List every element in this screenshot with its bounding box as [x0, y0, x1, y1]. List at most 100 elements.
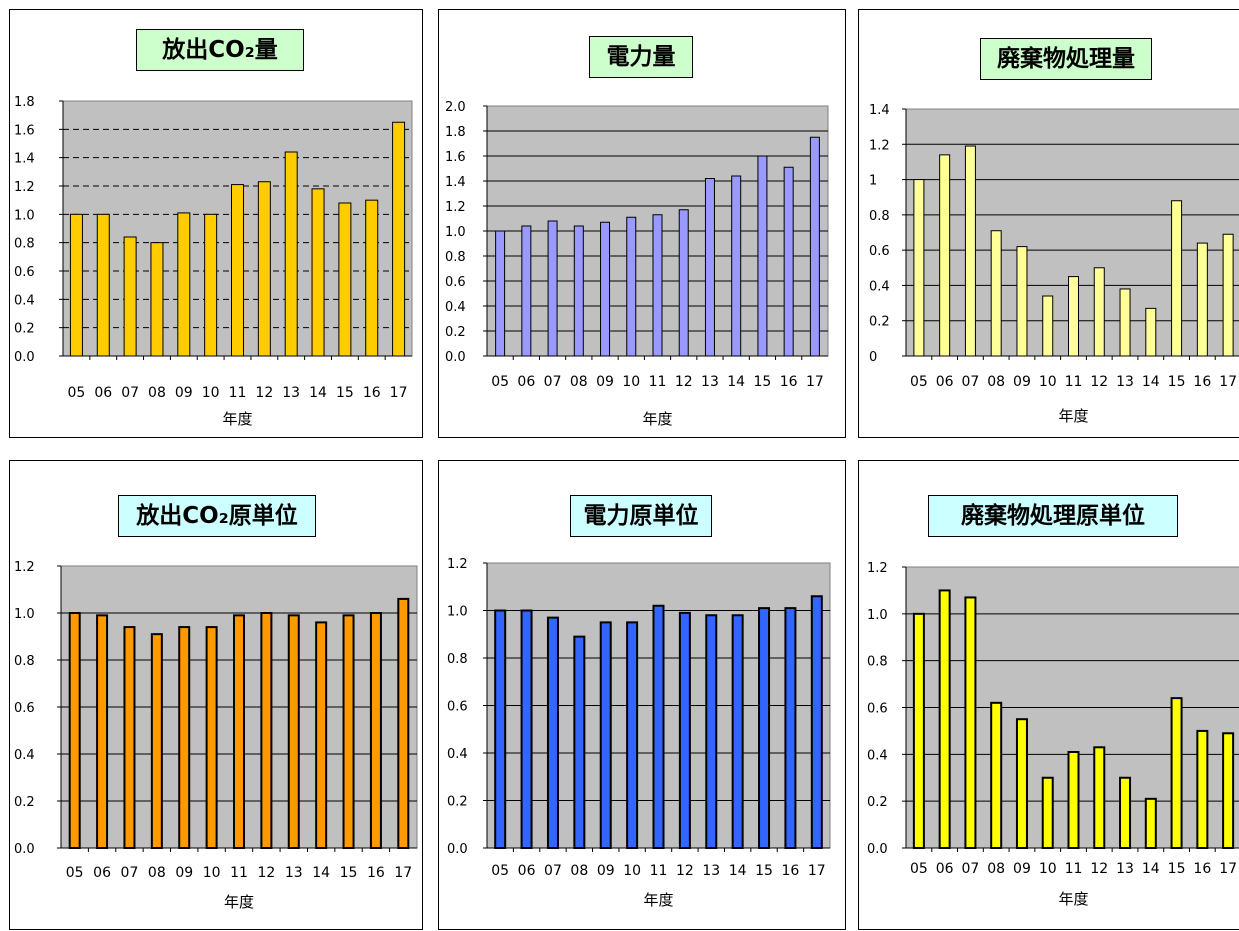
bar — [205, 626, 218, 849]
chart-panel-waste: 廃棄物処理量 0 0.2 0.4 0.6 0.8 1 1.2 1.4 05 06 07 08 09 10 1… — [858, 9, 1239, 438]
bar — [1068, 276, 1079, 357]
y-tick-label: 0.0 — [447, 842, 468, 857]
y-tick-label: 0.6 — [14, 265, 35, 280]
x-tick-label: 14 — [1142, 861, 1160, 877]
y-tick-label: 0.0 — [445, 350, 466, 365]
x-tick-label: 14 — [729, 863, 747, 879]
x-tick-label: 12 — [1090, 861, 1108, 877]
x-tick-label: 17 — [394, 865, 412, 881]
bar — [177, 212, 191, 357]
x-tick-label: 13 — [282, 385, 300, 401]
y-tick-label: 1.8 — [445, 125, 466, 140]
bar — [547, 220, 558, 357]
bar-chart-co2-emissions: 0.0 0.2 0.4 0.6 0.8 1.0 1.2 1.4 1.6 1.8 05 06 07 08 09… — [14, 95, 413, 428]
x-tick-label: 05 — [491, 863, 509, 879]
chart-title: 廃棄物処理量 — [980, 38, 1152, 80]
y-tick-label: 0.6 — [869, 244, 890, 259]
chart-title: 放出CO₂原単位 — [118, 495, 316, 537]
x-tick-label: 09 — [597, 863, 615, 879]
bar — [731, 614, 744, 849]
y-tick-label: 1 — [869, 174, 877, 189]
bar — [573, 225, 584, 357]
x-tick-label: 10 — [203, 865, 221, 881]
x-tick-label: 06 — [94, 385, 112, 401]
y-tick-label: 0.4 — [445, 300, 466, 315]
x-tick-label: 09 — [596, 374, 614, 390]
bar — [231, 184, 244, 357]
bar — [69, 213, 83, 357]
bar — [495, 230, 506, 357]
x-tick-label: 15 — [1168, 374, 1186, 390]
x-tick-label: 11 — [230, 865, 248, 881]
bar — [1144, 797, 1157, 850]
x-tick-label: 08 — [148, 865, 166, 881]
bar — [1145, 307, 1157, 357]
x-tick-label: 13 — [285, 865, 303, 881]
bar-chart-electricity-intensity: 0.0 0.2 0.4 0.6 0.8 1.0 1.2 05 06 07 08 09 10 11 12 13 1… — [447, 557, 831, 909]
x-tick-label: 10 — [622, 374, 640, 390]
x-tick-label: 10 — [623, 863, 641, 879]
y-tick-label: 1.0 — [867, 608, 888, 623]
bar — [369, 612, 382, 849]
bar — [758, 607, 771, 849]
y-tick-label: 0.0 — [867, 842, 888, 857]
bar — [257, 181, 271, 357]
y-tick-label: 0.4 — [447, 747, 468, 762]
y-tick-label: 1.2 — [445, 200, 466, 215]
bar — [783, 166, 794, 357]
y-tick-label: 0.2 — [445, 325, 466, 340]
y-tick-label: 0 — [869, 350, 877, 365]
bar — [397, 597, 410, 849]
x-axis-label: 年度 — [1058, 407, 1088, 425]
bar — [600, 221, 611, 357]
bar — [599, 621, 612, 849]
y-tick-label: 1.4 — [869, 103, 890, 118]
x-axis-label: 年度 — [1058, 890, 1088, 908]
x-tick-label: 11 — [650, 863, 668, 879]
x-tick-label: 13 — [702, 863, 720, 879]
x-tick-label: 14 — [312, 865, 330, 881]
x-axis-label: 年度 — [643, 891, 673, 909]
x-tick-label: 15 — [754, 374, 772, 390]
x-tick-label: 10 — [1039, 374, 1057, 390]
x-tick-label: 07 — [121, 385, 139, 401]
x-tick-label: 06 — [518, 863, 536, 879]
x-tick-label: 07 — [544, 374, 562, 390]
bar — [964, 145, 976, 357]
x-tick-label: 16 — [1193, 374, 1211, 390]
bar — [233, 614, 245, 849]
bar — [784, 607, 797, 849]
bar — [757, 155, 768, 357]
bar — [731, 175, 742, 357]
y-tick-label: 0.8 — [14, 654, 35, 669]
y-tick-label: 0.8 — [869, 209, 890, 224]
x-tick-label: 09 — [1013, 374, 1031, 390]
bar — [678, 209, 689, 357]
y-tick-label: 2.0 — [445, 100, 466, 115]
x-tick-label: 08 — [987, 861, 1005, 877]
bar — [123, 626, 136, 849]
bar — [573, 635, 586, 849]
x-tick-label: 16 — [367, 865, 385, 881]
chart-title: 電力量 — [589, 36, 693, 78]
bar — [1119, 776, 1132, 849]
x-tick-label: 16 — [782, 863, 800, 879]
y-tick-label: 0.8 — [447, 652, 468, 667]
x-axis-label: 年度 — [222, 410, 252, 428]
bar — [311, 188, 325, 357]
y-tick-label: 0.2 — [14, 322, 35, 337]
chart-title: 放出CO₂量 — [136, 29, 304, 71]
y-tick-label: 0.2 — [867, 795, 888, 810]
y-tick-label: 0.6 — [447, 700, 468, 715]
bar — [1171, 200, 1183, 357]
bar — [938, 589, 951, 850]
bar — [626, 216, 637, 357]
x-tick-label: 05 — [910, 861, 928, 877]
x-tick-label: 16 — [1193, 861, 1211, 877]
y-tick-label: 0.4 — [14, 293, 35, 308]
bar — [1119, 288, 1131, 357]
bar — [520, 609, 533, 849]
x-tick-label: 16 — [780, 374, 798, 390]
y-tick-label: 0.2 — [14, 795, 35, 810]
x-axis-label: 年度 — [224, 893, 254, 911]
